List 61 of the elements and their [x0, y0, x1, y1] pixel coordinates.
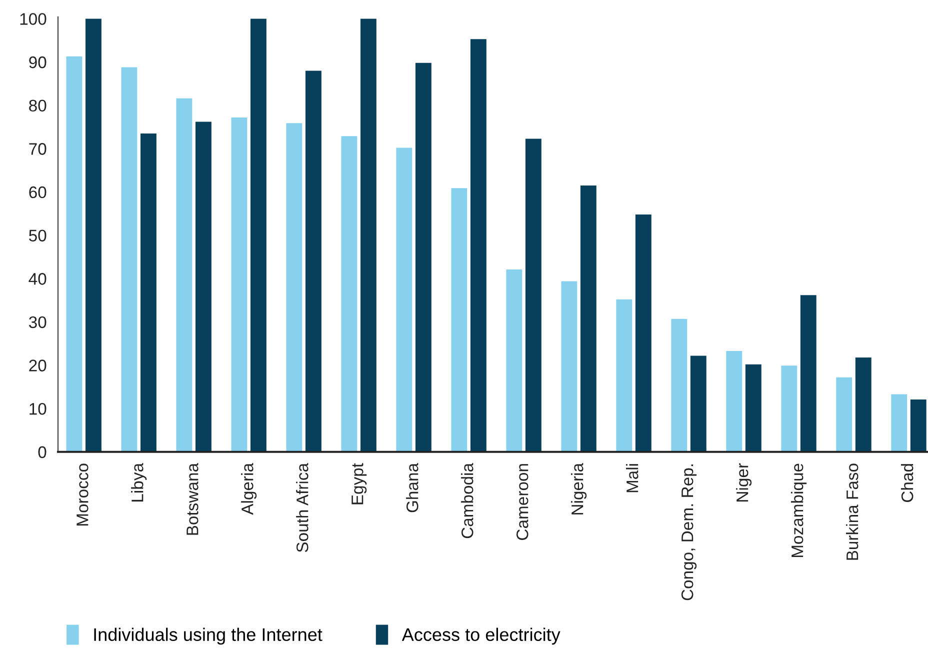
bar	[855, 357, 872, 452]
bar	[305, 70, 322, 452]
x-tick-label: Burkina Faso	[846, 464, 858, 560]
bar	[231, 117, 248, 452]
bar	[195, 122, 212, 452]
bar	[781, 366, 798, 452]
x-tick-label: Niger	[736, 463, 752, 502]
bar	[66, 56, 82, 452]
y-tick-label: 60	[29, 186, 46, 198]
x-tick-label: Botswana	[186, 462, 198, 535]
x-tick-label: Mali	[626, 464, 638, 492]
bar	[635, 214, 652, 452]
bar	[140, 134, 156, 452]
x-tick-label: Algeria	[241, 462, 257, 515]
x-tick-label: Mozambique	[790, 464, 807, 558]
bar	[616, 299, 632, 452]
x-tick-label: South Africa	[296, 462, 308, 552]
bar	[726, 350, 742, 452]
bar	[836, 377, 852, 452]
bar	[85, 18, 102, 452]
y-tick-label: 50	[29, 230, 46, 242]
bar	[745, 364, 762, 452]
bar	[561, 281, 578, 452]
bar	[891, 394, 908, 452]
x-tick-label: Egypt	[352, 463, 367, 504]
x-tick-label: Nigeria	[571, 462, 587, 514]
bar	[506, 270, 522, 452]
y-tick-label: 70	[29, 143, 46, 155]
bar	[580, 185, 596, 452]
y-tick-label: 10	[30, 402, 46, 415]
x-tick-label: Ghana	[406, 462, 418, 512]
x-tick-label: Morocco	[76, 464, 88, 526]
bar	[286, 123, 302, 452]
bar	[341, 136, 358, 452]
bar	[690, 356, 706, 452]
bar	[396, 148, 412, 452]
bar	[415, 62, 432, 452]
bar	[671, 318, 688, 452]
x-tick-label: Cameroon	[516, 464, 528, 540]
y-tick-label: 90	[29, 56, 46, 68]
bar	[910, 399, 926, 452]
bar	[360, 18, 376, 452]
bar	[176, 98, 192, 452]
x-tick-label: Libya	[131, 462, 147, 502]
x-tick-label: Chad	[900, 464, 914, 502]
bar	[250, 18, 266, 452]
y-tick-label: 30	[28, 316, 46, 328]
bar	[800, 295, 816, 452]
y-tick-label: 40	[28, 273, 46, 285]
x-tick-label: Cambodia	[461, 462, 474, 538]
bar	[470, 39, 486, 452]
x-tick-label: Congo, Dem. Rep.	[681, 464, 697, 600]
bar	[525, 138, 542, 452]
y-tick-label: 80	[29, 100, 46, 112]
y-tick-label: 100	[20, 13, 46, 25]
legend-label: Access to electricity	[402, 628, 560, 645]
bar	[451, 188, 468, 452]
bar	[121, 67, 138, 452]
y-tick-label: 20	[29, 360, 46, 372]
legend-label: Individuals using the Internet	[94, 628, 322, 645]
y-tick-label: 0	[38, 446, 46, 458]
